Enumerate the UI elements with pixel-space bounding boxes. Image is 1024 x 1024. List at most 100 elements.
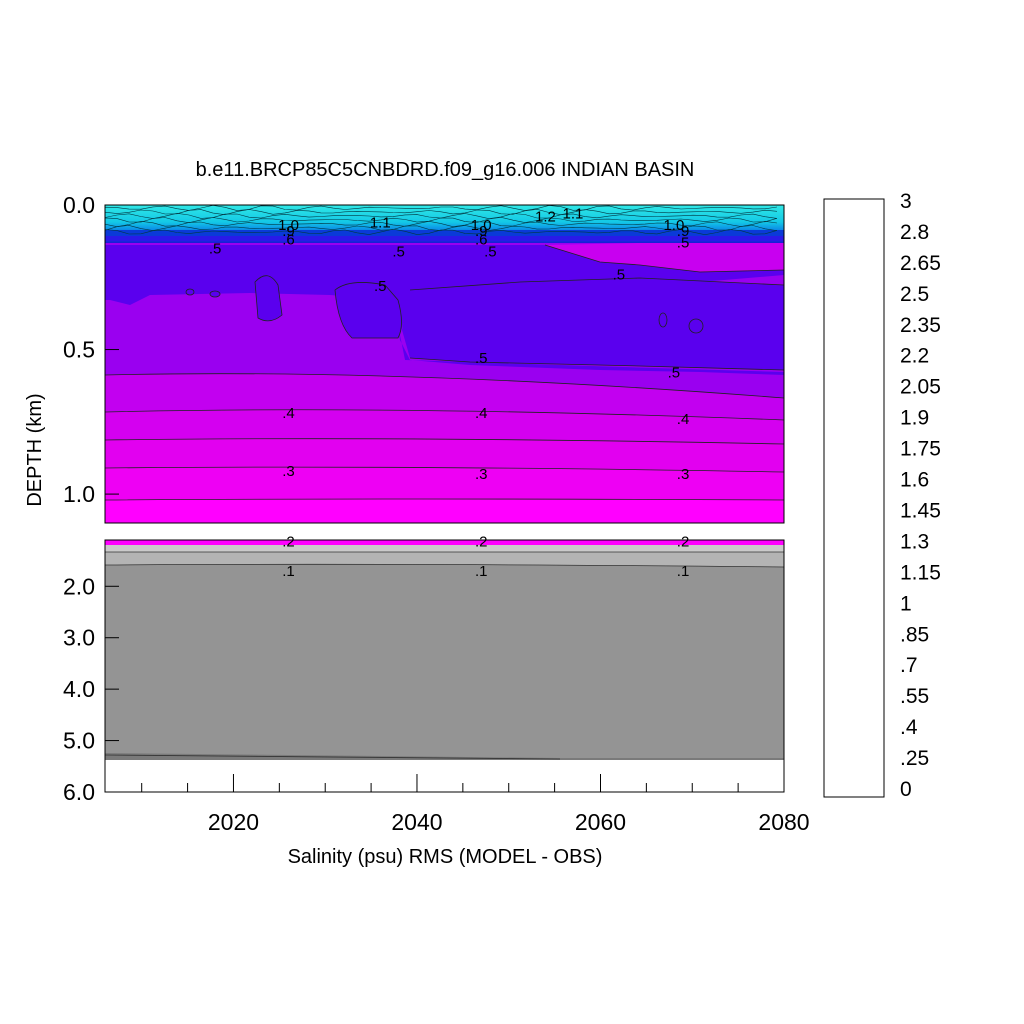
seafloor-blank — [105, 760, 784, 792]
contour-line — [105, 208, 778, 216]
y-tick-label: 0.0 — [63, 192, 95, 218]
contour-label: .5 — [484, 243, 497, 260]
contour-label: 1.1 — [370, 214, 391, 231]
contour-line — [105, 409, 784, 421]
contour-label: 1.0 — [278, 217, 299, 234]
contour-label: .5 — [613, 266, 626, 283]
y-tick-label: 6.0 — [63, 779, 95, 805]
colorbar-label: 2.05 — [900, 376, 941, 399]
contour-label: .5 — [209, 240, 222, 257]
band-bottom-dark — [105, 753, 784, 760]
x-tick-label: 2040 — [391, 809, 442, 835]
contour-label: 1.0 — [663, 217, 684, 234]
contour-label: .2 — [282, 534, 295, 551]
contour-line — [105, 216, 778, 224]
lower-panel-fill — [105, 540, 784, 792]
colorbar-label: 3 — [900, 190, 912, 213]
contour-label: .3 — [475, 466, 488, 483]
patch-blue-3 — [110, 253, 155, 294]
contour-line — [409, 277, 784, 291]
contour-line — [409, 357, 784, 371]
y-tick-label: 1.0 — [63, 481, 95, 507]
colorbar-frame — [823, 198, 885, 798]
contour-line — [105, 225, 778, 231]
colorbar-label: 2.8 — [900, 221, 929, 244]
contour-label: .3 — [282, 463, 295, 480]
colorbar-label: 1.75 — [900, 438, 941, 461]
band-blue-violet — [105, 245, 784, 375]
contour-label: .9 — [282, 223, 295, 240]
colorbar-label: 1 — [900, 592, 912, 615]
colorbar-label: .55 — [900, 685, 929, 708]
colorbar-label: 1.3 — [900, 530, 929, 553]
colorbar-label: .25 — [900, 747, 929, 770]
x-tick-label: 2080 — [758, 809, 809, 835]
colorbar — [823, 198, 885, 798]
contour-label: .6 — [475, 232, 488, 249]
patch-magenta-upper — [545, 240, 784, 272]
contour-label: .4 — [282, 405, 295, 422]
colorbar-label: 2.2 — [900, 345, 929, 368]
contour-label: .2 — [677, 534, 690, 551]
contour-label: .2 — [475, 534, 488, 551]
contour-line — [544, 244, 784, 273]
contour-label: .1 — [677, 563, 690, 580]
lower-lines — [105, 551, 784, 760]
contour-label: .5 — [374, 278, 387, 295]
band-0-25 — [105, 499, 784, 523]
y-tick-label: 3.0 — [63, 625, 95, 651]
contour-line — [185, 288, 195, 296]
colorbar-label: 0 — [900, 778, 912, 801]
contour-label: .1 — [282, 563, 295, 580]
colorbar-label: 1.45 — [900, 499, 941, 522]
band-magenta-thin — [105, 540, 784, 545]
contour-line — [254, 275, 283, 322]
band-0-15 — [105, 552, 784, 567]
contour-label: .5 — [668, 365, 681, 382]
y-tick-label: 5.0 — [63, 728, 95, 754]
contour-line — [105, 212, 778, 220]
upper-panel-frame — [104, 204, 785, 524]
band-gray — [105, 540, 784, 760]
contour-label: .9 — [475, 223, 488, 240]
y-tick-label: 4.0 — [63, 676, 95, 702]
colorbar-label: 1.6 — [900, 469, 929, 492]
contour-line — [209, 290, 221, 298]
colorbar-label: 2.35 — [900, 314, 941, 337]
contour-line — [658, 312, 668, 328]
contour-line — [688, 318, 704, 334]
contour-line — [105, 754, 561, 760]
chart-title: b.e11.BRCP85C5CNBDRD.f09_g16.006 INDIAN … — [196, 159, 695, 181]
colorbar-label: 1.9 — [900, 407, 929, 430]
contour-label: .3 — [677, 466, 690, 483]
colorbar-label: 2.5 — [900, 283, 929, 306]
thermocline-blue — [105, 236, 784, 241]
y-axis-label: DEPTH (km) — [24, 393, 46, 506]
contour-line — [105, 498, 784, 501]
contour-line — [105, 205, 778, 211]
contour-line — [105, 220, 778, 228]
contour-line — [105, 228, 778, 236]
contour-line — [105, 373, 784, 399]
contour-label: 1.2 — [535, 209, 556, 226]
colorbar-label: .7 — [900, 654, 918, 677]
axis-tick-labels: 2020 2040 2060 2080 0.0 0.5 1.0 2.0 3.0 4.0 5.0 6.0 — [63, 192, 810, 835]
contour-label: .5 — [677, 235, 690, 252]
colorbar-label: .4 — [900, 716, 918, 739]
contour-label: .1 — [475, 563, 488, 580]
contour-labels: 1.1 1.2 1.11.0.9.61.0.9.61.0.9.5.5.5.5.5.5… — [209, 206, 689, 580]
y-tick-label: 2.0 — [63, 573, 95, 599]
patch-blue-2 — [255, 275, 282, 321]
y-tick-label: 0.5 — [63, 337, 95, 363]
axis-ticks — [105, 204, 785, 793]
surface-contours — [105, 205, 778, 236]
contour-line — [105, 466, 784, 473]
x-axis-label: Salinity (psu) RMS (MODEL - OBS) — [288, 846, 603, 868]
band-blue-violet-core — [402, 278, 784, 370]
patch-blue-1 — [335, 282, 402, 338]
colorbar-labels: 3 2.8 2.65 2.5 2.35 2.2 2.05 1.9 1.75 1.6 1.45 1.3 1… — [900, 190, 941, 801]
contour-line — [105, 438, 784, 445]
contour-label: .5 — [475, 350, 488, 367]
colorbar-label: 1.15 — [900, 561, 941, 584]
